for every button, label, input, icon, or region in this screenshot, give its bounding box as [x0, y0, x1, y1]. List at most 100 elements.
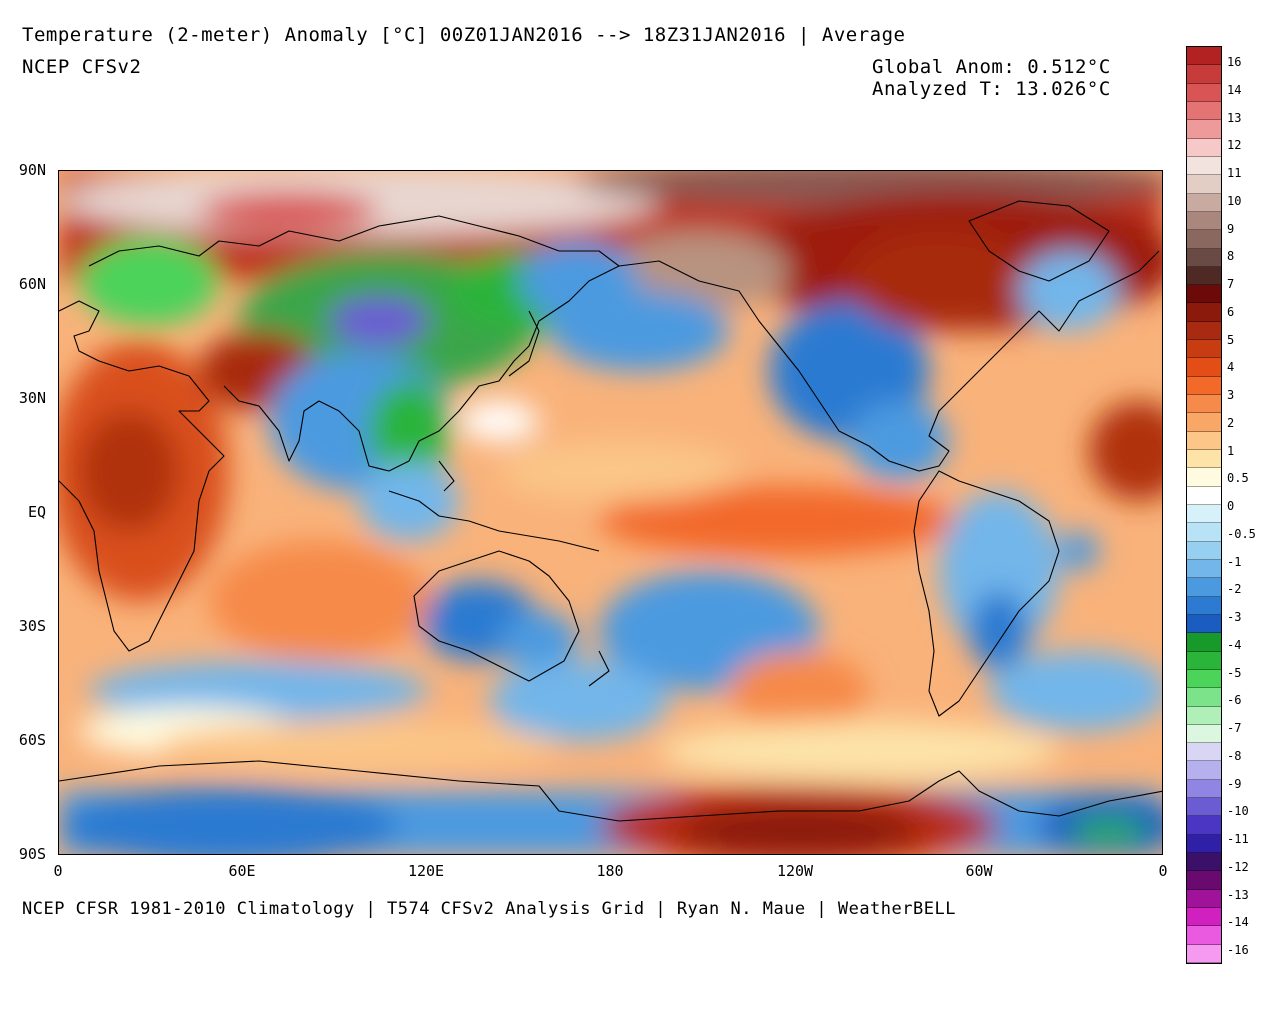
lon-label: 60W [965, 862, 993, 880]
lat-label: 60S [18, 731, 46, 749]
colorbar-segment [1187, 321, 1221, 341]
colorbar-segment [1187, 83, 1221, 102]
lat-label: 30N [18, 389, 46, 407]
colorbar-label: -1 [1227, 554, 1242, 569]
colorbar-segment [1187, 578, 1221, 597]
colorbar-label: 0.5 [1227, 471, 1249, 486]
colorbar-segment [1187, 871, 1221, 890]
colorbar-segment [1187, 101, 1221, 121]
lat-label: 30S [18, 617, 46, 635]
colorbar-segment [1187, 47, 1221, 66]
lon-label: 120W [776, 862, 814, 880]
colorbar-label: 2 [1227, 415, 1235, 430]
colorbar-label: 5 [1227, 332, 1235, 347]
lon-label: 0 [53, 862, 63, 880]
colorbar-label: -0.5 [1227, 526, 1256, 541]
colorbar-label: 11 [1227, 166, 1242, 180]
colorbar-segment [1187, 193, 1221, 212]
colorbar-segment [1187, 395, 1221, 414]
credit-line: NCEP CFSR 1981-2010 Climatology | T574 C… [22, 899, 956, 919]
colorbar-segment [1187, 120, 1221, 139]
colorbar-segment [1187, 669, 1221, 689]
colorbar-label: 10 [1227, 193, 1242, 208]
colorbar-label: -5 [1227, 665, 1242, 680]
colorbar-segment [1187, 743, 1221, 762]
colorbar-label: -10 [1227, 804, 1249, 819]
colorbar-segment [1187, 303, 1221, 322]
colorbar-segment [1187, 706, 1221, 725]
colorbar-label: -12 [1227, 859, 1249, 874]
colorbar-segment [1187, 633, 1221, 652]
colorbar-label: 12 [1227, 138, 1242, 153]
colorbar-label: -3 [1227, 610, 1242, 624]
lon-label: 0 [1158, 862, 1168, 880]
colorbar-segment [1187, 889, 1221, 909]
colorbar-segment [1187, 596, 1221, 615]
colorbar-label: -4 [1227, 637, 1242, 652]
colorbar-label: -7 [1227, 721, 1242, 735]
colorbar-label: 14 [1227, 82, 1242, 97]
colorbar-segment [1187, 230, 1221, 249]
colorbar-segment [1187, 156, 1221, 176]
colorbar-segment [1187, 138, 1221, 157]
colorbar-segment [1187, 211, 1221, 231]
colorbar-label: 8 [1227, 249, 1235, 264]
colorbar-segment [1187, 285, 1221, 304]
colorbar-segment [1187, 175, 1221, 194]
colorbar-label: 16 [1227, 55, 1242, 69]
colorbar-segment [1187, 651, 1221, 670]
colorbar-segment [1187, 614, 1221, 634]
lon-label: 60E [228, 862, 256, 880]
lon-label: 180 [596, 862, 624, 880]
colorbar-segment [1187, 413, 1221, 432]
colorbar-label: -16 [1227, 943, 1249, 957]
colorbar-segment [1187, 65, 1221, 84]
colorbar-label: -6 [1227, 693, 1242, 708]
coastlines [59, 200, 1162, 822]
colorbar-label: -13 [1227, 887, 1249, 902]
colorbar-segment [1187, 431, 1221, 451]
lat-label: EQ [27, 503, 46, 521]
colorbar-segment [1187, 779, 1221, 799]
colorbar-segment [1187, 541, 1221, 560]
lat-label: 60N [18, 275, 46, 293]
colorbar-segment [1187, 724, 1221, 744]
colorbar-segment [1187, 486, 1221, 505]
colorbar-segment [1187, 908, 1221, 927]
colorbar-label: 9 [1227, 221, 1235, 236]
lat-label: 90S [18, 845, 46, 863]
colorbar-segment [1187, 926, 1221, 945]
colorbar-label: 4 [1227, 360, 1235, 375]
temperature-anomaly-map [58, 170, 1163, 855]
colorbar-label: 3 [1227, 388, 1235, 402]
anomaly-field-blobs [59, 171, 1162, 854]
colorbar-label: 7 [1227, 277, 1235, 291]
colorbar-label: -11 [1227, 832, 1249, 846]
colorbar-segment [1187, 853, 1221, 872]
model-name: NCEP CFSv2 [22, 56, 142, 78]
colorbar-segment [1187, 761, 1221, 780]
colorbar-label: -8 [1227, 748, 1242, 763]
colorbar-label: -2 [1227, 582, 1242, 597]
colorbar-segment [1187, 505, 1221, 524]
colorbar-segment [1187, 816, 1221, 835]
colorbar-segment [1187, 688, 1221, 707]
colorbar-label: 0 [1227, 499, 1235, 513]
colorbar-label: 6 [1227, 304, 1235, 319]
colorbar-segment [1187, 340, 1221, 359]
colorbar-label: -14 [1227, 915, 1249, 930]
colorbar-segment [1187, 450, 1221, 469]
colorbar-label: -9 [1227, 776, 1242, 791]
colorbar-segment [1187, 944, 1221, 963]
lon-label: 120E [407, 862, 445, 880]
colorbar [1186, 46, 1222, 964]
lat-label: 90N [18, 161, 46, 179]
colorbar-segment [1187, 559, 1221, 579]
colorbar-segment [1187, 468, 1221, 487]
map-title: Temperature (2-meter) Anomaly [°C] 00Z01… [22, 24, 906, 46]
colorbar-segment [1187, 523, 1221, 542]
colorbar-label: 1 [1227, 443, 1235, 458]
colorbar-segment [1187, 358, 1221, 377]
colorbar-segment [1187, 266, 1221, 286]
colorbar-segment [1187, 248, 1221, 267]
